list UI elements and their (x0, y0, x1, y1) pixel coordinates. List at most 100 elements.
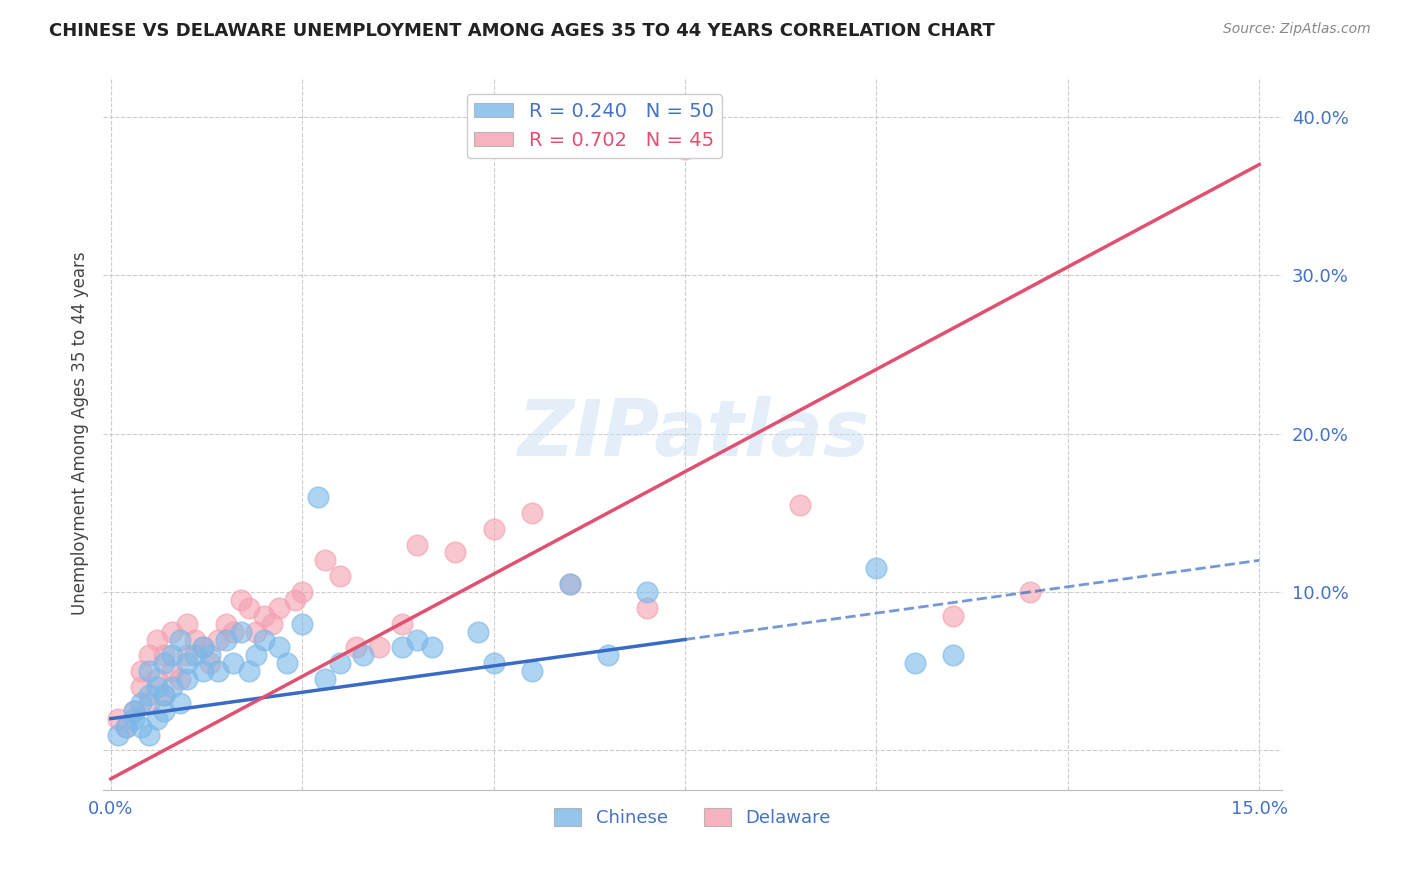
Point (269, 640, 291, 655)
Point (138, 688, 160, 702)
Point (138, 696, 160, 710)
Point (153, 688, 176, 702)
Point (314, 672, 336, 686)
Point (153, 657, 176, 671)
Point (122, 704, 145, 718)
Point (131, 664, 153, 678)
Point (138, 648, 160, 663)
Point (131, 680, 153, 694)
Point (153, 704, 176, 718)
Point (789, 498, 811, 512)
Point (253, 632, 276, 647)
Point (160, 680, 183, 694)
Point (214, 616, 236, 631)
Point (229, 593, 252, 607)
Point (1018, 585, 1040, 599)
Point (169, 632, 191, 647)
Point (222, 657, 245, 671)
Point (344, 640, 367, 655)
Point (200, 648, 222, 663)
Point (131, 720, 153, 734)
Point (222, 624, 245, 639)
Point (560, 577, 582, 591)
Point (160, 664, 183, 678)
Point (160, 648, 183, 663)
Point (138, 664, 160, 678)
Point (107, 727, 129, 741)
Point (229, 624, 252, 639)
Point (329, 657, 352, 671)
Legend: Chinese, Delaware: Chinese, Delaware (547, 800, 838, 834)
Point (184, 632, 207, 647)
Point (482, 522, 505, 536)
Point (238, 664, 260, 678)
Point (636, 600, 658, 615)
Point (176, 616, 198, 631)
Point (200, 657, 222, 671)
Point (560, 577, 582, 591)
Point (169, 696, 191, 710)
Point (153, 648, 176, 663)
Text: ZIPatlas: ZIPatlas (516, 396, 869, 472)
Point (245, 648, 267, 663)
Point (176, 657, 198, 671)
Point (291, 616, 314, 631)
Point (367, 640, 389, 655)
Point (391, 640, 413, 655)
Point (122, 712, 145, 726)
Point (406, 537, 429, 551)
Point (115, 720, 138, 734)
Point (160, 624, 183, 639)
Point (391, 616, 413, 631)
Point (131, 696, 153, 710)
Point (214, 632, 236, 647)
Point (276, 657, 298, 671)
Point (673, 142, 696, 156)
Point (145, 712, 167, 726)
Point (520, 506, 543, 520)
Y-axis label: Unemployment Among Ages 35 to 44 years: Unemployment Among Ages 35 to 44 years (72, 252, 89, 615)
Point (122, 704, 145, 718)
Point (253, 608, 276, 623)
Text: CHINESE VS DELAWARE UNEMPLOYMENT AMONG AGES 35 TO 44 YEARS CORRELATION CHART: CHINESE VS DELAWARE UNEMPLOYMENT AMONG A… (49, 22, 995, 40)
Point (115, 720, 138, 734)
Point (314, 553, 336, 567)
Point (329, 569, 352, 583)
Point (145, 672, 167, 686)
Point (422, 640, 444, 655)
Point (191, 640, 214, 655)
Point (942, 608, 965, 623)
Text: Source: ZipAtlas.com: Source: ZipAtlas.com (1223, 22, 1371, 37)
Point (245, 624, 267, 639)
Point (482, 657, 505, 671)
Point (904, 657, 927, 671)
Point (184, 648, 207, 663)
Point (191, 664, 214, 678)
Point (107, 712, 129, 726)
Point (865, 561, 887, 575)
Point (598, 648, 620, 663)
Point (176, 672, 198, 686)
Point (307, 490, 329, 504)
Point (291, 585, 314, 599)
Point (942, 648, 965, 663)
Point (444, 545, 467, 559)
Point (207, 632, 229, 647)
Point (153, 688, 176, 702)
Point (352, 648, 374, 663)
Point (145, 680, 167, 694)
Point (260, 616, 283, 631)
Point (520, 664, 543, 678)
Point (636, 585, 658, 599)
Point (269, 600, 291, 615)
Point (138, 727, 160, 741)
Point (238, 600, 260, 615)
Point (169, 672, 191, 686)
Point (207, 664, 229, 678)
Point (176, 648, 198, 663)
Point (145, 632, 167, 647)
Point (191, 640, 214, 655)
Point (467, 624, 489, 639)
Point (406, 632, 429, 647)
Point (283, 593, 305, 607)
